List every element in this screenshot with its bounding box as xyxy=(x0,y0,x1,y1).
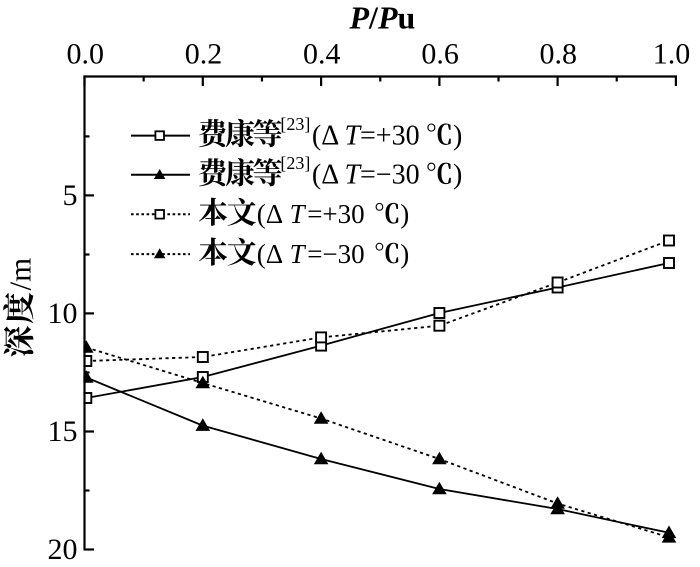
svg-text:): ) xyxy=(400,199,409,229)
svg-text:/m: /m xyxy=(3,258,38,291)
svg-text:(ΔT=−30: (Δ T=−30 xyxy=(257,239,365,269)
svg-text:1.0: 1.0 xyxy=(653,38,691,71)
svg-text:P/Pu: P/Pu xyxy=(349,0,416,36)
svg-text:): ) xyxy=(453,121,462,152)
svg-text:5: 5 xyxy=(63,179,78,212)
svg-text:15: 15 xyxy=(48,415,78,448)
svg-text:): ) xyxy=(453,160,462,191)
svg-text:(ΔT=+30: (Δ T=+30 xyxy=(257,199,365,229)
svg-text:0.2: 0.2 xyxy=(185,38,223,71)
svg-text:(ΔT=+30: (Δ T=+30 xyxy=(312,121,420,152)
svg-text:20: 20 xyxy=(48,533,78,566)
svg-text:): ) xyxy=(400,239,409,269)
svg-text:(ΔT=−30: (Δ T=−30 xyxy=(312,160,420,191)
svg-text:0.0: 0.0 xyxy=(66,38,104,71)
svg-text:0.6: 0.6 xyxy=(421,38,459,71)
svg-text:[23]: [23] xyxy=(280,153,310,173)
svg-text:0.4: 0.4 xyxy=(303,38,341,71)
svg-text:0.8: 0.8 xyxy=(540,38,578,71)
svg-text:10: 10 xyxy=(48,297,78,330)
svg-text:[23]: [23] xyxy=(280,114,310,134)
